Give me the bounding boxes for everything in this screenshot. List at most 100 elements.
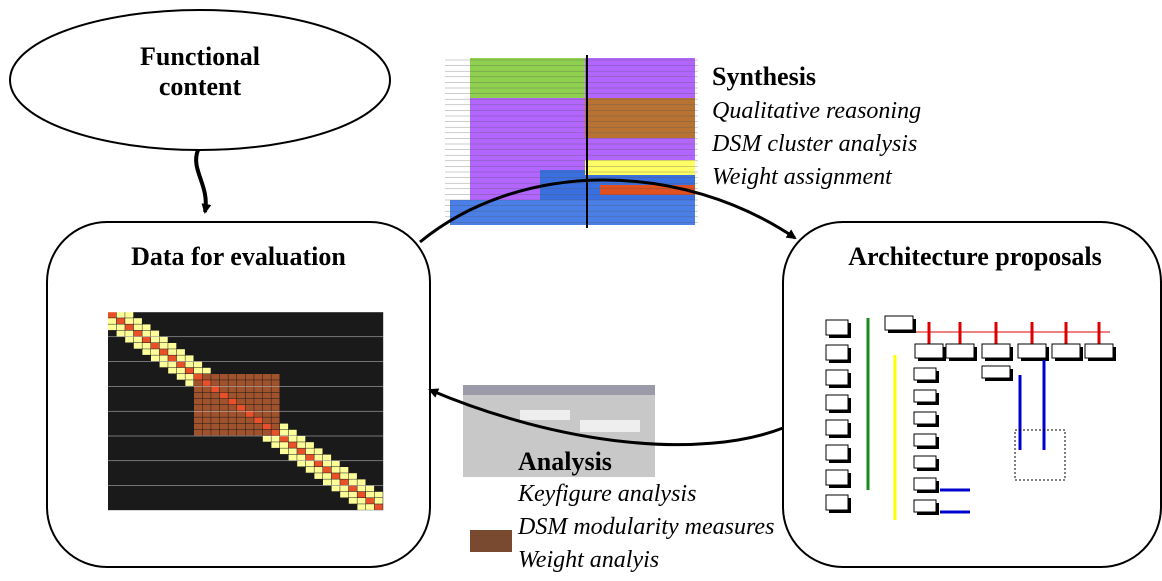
cell	[314, 473, 322, 479]
box	[826, 470, 848, 485]
cell	[220, 430, 228, 436]
cell	[297, 455, 305, 461]
cell	[194, 430, 202, 436]
cell	[340, 467, 348, 473]
cell	[263, 417, 271, 423]
cell	[194, 411, 202, 417]
box	[826, 320, 848, 335]
cell	[280, 424, 288, 430]
cell	[194, 405, 202, 411]
box	[914, 456, 936, 468]
box	[826, 395, 848, 410]
matrix-image	[108, 312, 383, 510]
cell	[134, 343, 142, 349]
cell	[160, 355, 168, 361]
cell	[203, 368, 211, 374]
cell	[211, 374, 219, 380]
cell	[185, 380, 193, 386]
cell	[228, 374, 236, 380]
cell	[306, 467, 314, 473]
cell	[246, 374, 254, 380]
cell	[246, 417, 254, 423]
cell	[314, 467, 322, 473]
cell	[323, 467, 331, 473]
cell	[108, 318, 116, 324]
cell	[332, 467, 340, 473]
cell	[271, 411, 279, 417]
cell	[203, 424, 211, 430]
cell	[237, 417, 245, 423]
cell	[177, 349, 185, 355]
cell	[297, 461, 305, 467]
cell	[289, 430, 297, 436]
cell	[289, 442, 297, 448]
cell	[151, 355, 159, 361]
cell	[177, 362, 185, 368]
cell	[203, 386, 211, 392]
node-label: Data for evaluation	[60, 242, 417, 272]
cell	[349, 486, 357, 492]
cell	[134, 337, 142, 343]
cell	[194, 374, 202, 380]
cell	[297, 436, 305, 442]
cell	[280, 430, 288, 436]
cell	[168, 355, 176, 361]
box	[982, 366, 1010, 378]
cell	[194, 417, 202, 423]
cell	[263, 405, 271, 411]
cell	[194, 362, 202, 368]
cell	[289, 455, 297, 461]
cell	[306, 455, 314, 461]
box	[915, 344, 943, 358]
dialog-bar	[463, 385, 655, 395]
block	[585, 160, 695, 175]
cell	[117, 324, 125, 330]
cell	[220, 405, 228, 411]
cell	[366, 498, 374, 504]
box	[982, 344, 1010, 358]
cell	[263, 430, 271, 436]
cell	[271, 386, 279, 392]
cell	[220, 393, 228, 399]
cell	[340, 473, 348, 479]
step-item: Qualitative reasoning	[712, 98, 921, 125]
cell	[203, 417, 211, 423]
cell	[228, 417, 236, 423]
cell	[357, 479, 365, 485]
box	[914, 412, 936, 424]
cell	[349, 498, 357, 504]
cell	[271, 380, 279, 386]
cell	[228, 393, 236, 399]
cell	[306, 461, 314, 467]
cell	[220, 411, 228, 417]
cell	[142, 349, 150, 355]
cell	[237, 424, 245, 430]
dialog-icon	[470, 530, 512, 552]
dialog-field	[520, 410, 570, 420]
block	[585, 98, 695, 138]
box	[826, 495, 848, 510]
cell	[203, 411, 211, 417]
cell	[289, 448, 297, 454]
box	[826, 420, 848, 435]
cell	[271, 424, 279, 430]
cell	[142, 324, 150, 330]
cell	[340, 492, 348, 498]
cell	[271, 393, 279, 399]
cell	[237, 386, 245, 392]
cell	[254, 405, 262, 411]
cell	[237, 405, 245, 411]
cell	[117, 331, 125, 337]
cell	[142, 337, 150, 343]
block	[470, 58, 585, 98]
cell	[357, 498, 365, 504]
cell	[246, 424, 254, 430]
box	[946, 344, 974, 358]
cell	[271, 374, 279, 380]
node-label: Architecture proposals	[790, 242, 1160, 272]
cell	[194, 380, 202, 386]
cell	[203, 380, 211, 386]
cell	[263, 436, 271, 442]
step-item: DSM modularity measures	[518, 514, 774, 541]
cell	[228, 411, 236, 417]
